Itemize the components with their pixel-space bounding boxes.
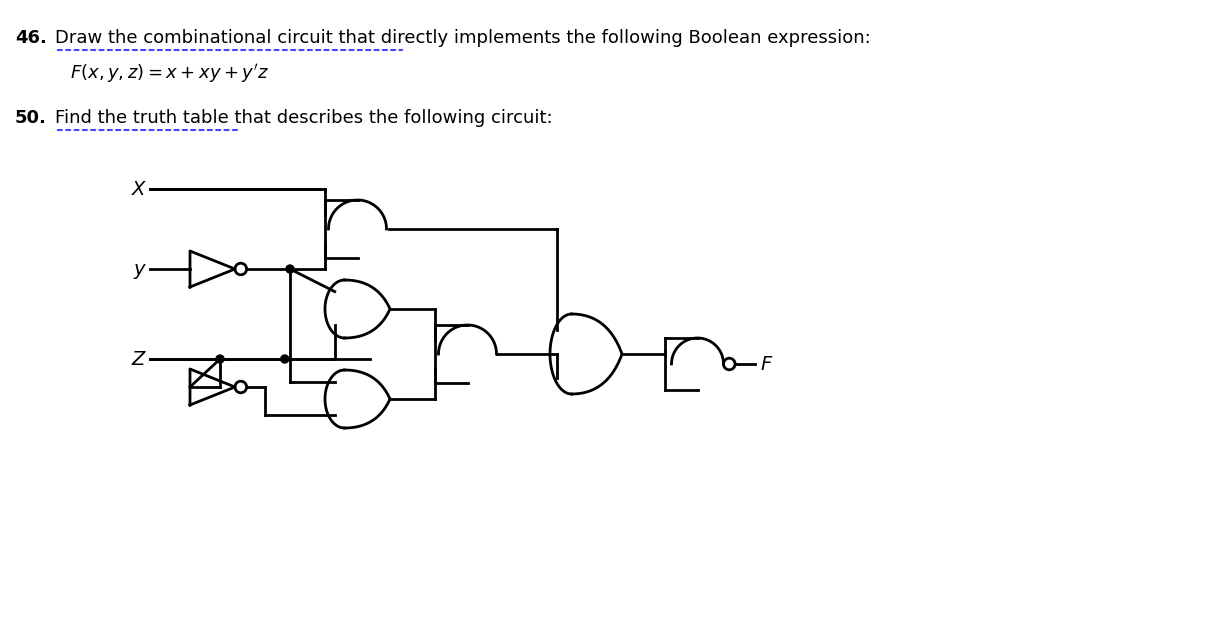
- Text: 50.: 50.: [15, 109, 47, 127]
- Text: $F(x, y, z) = x + xy + y'z$: $F(x, y, z) = x + xy + y'z$: [70, 62, 269, 85]
- Circle shape: [216, 355, 224, 363]
- Text: Draw the combinational circuit that directly implements the following Boolean ex: Draw the combinational circuit that dire…: [55, 29, 871, 47]
- Text: Z: Z: [132, 349, 145, 369]
- Text: y: y: [134, 260, 145, 278]
- Text: Find the truth table that describes the following circuit:: Find the truth table that describes the …: [55, 109, 552, 127]
- Circle shape: [287, 265, 294, 273]
- Text: F: F: [760, 354, 771, 374]
- Text: 46.: 46.: [15, 29, 47, 47]
- Text: X: X: [132, 180, 145, 198]
- Circle shape: [280, 355, 289, 363]
